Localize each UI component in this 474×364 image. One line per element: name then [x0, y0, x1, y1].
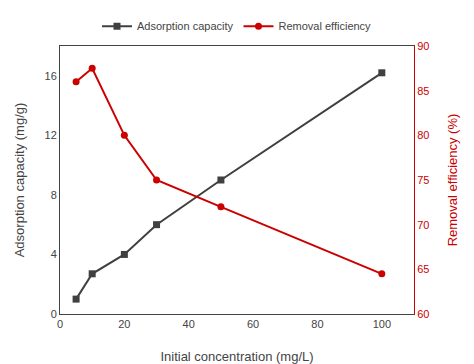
svg-text:Removal efficiency: Removal efficiency: [278, 20, 371, 32]
svg-text:0: 0: [57, 318, 63, 330]
svg-text:80: 80: [311, 318, 323, 330]
svg-text:Initial concentration (mg/L): Initial concentration (mg/L): [160, 349, 313, 364]
svg-text:Adsorption capacity (mg/g): Adsorption capacity (mg/g): [12, 103, 27, 258]
svg-text:60: 60: [247, 318, 259, 330]
svg-text:85: 85: [417, 85, 429, 97]
svg-text:100: 100: [373, 318, 391, 330]
svg-text:16: 16: [45, 70, 57, 82]
svg-text:12: 12: [45, 129, 57, 141]
svg-text:75: 75: [417, 174, 429, 186]
svg-text:20: 20: [118, 318, 130, 330]
svg-text:80: 80: [417, 129, 429, 141]
svg-text:90: 90: [417, 40, 429, 52]
svg-text:4: 4: [51, 248, 57, 260]
svg-text:70: 70: [417, 219, 429, 231]
svg-text:0: 0: [51, 308, 57, 320]
svg-text:8: 8: [51, 189, 57, 201]
svg-text:65: 65: [417, 263, 429, 275]
svg-text:60: 60: [417, 308, 429, 320]
svg-text:Adsorption capacity: Adsorption capacity: [137, 20, 233, 32]
svg-text:40: 40: [183, 318, 195, 330]
svg-text:Removal efficiency (%): Removal efficiency (%): [445, 114, 460, 247]
